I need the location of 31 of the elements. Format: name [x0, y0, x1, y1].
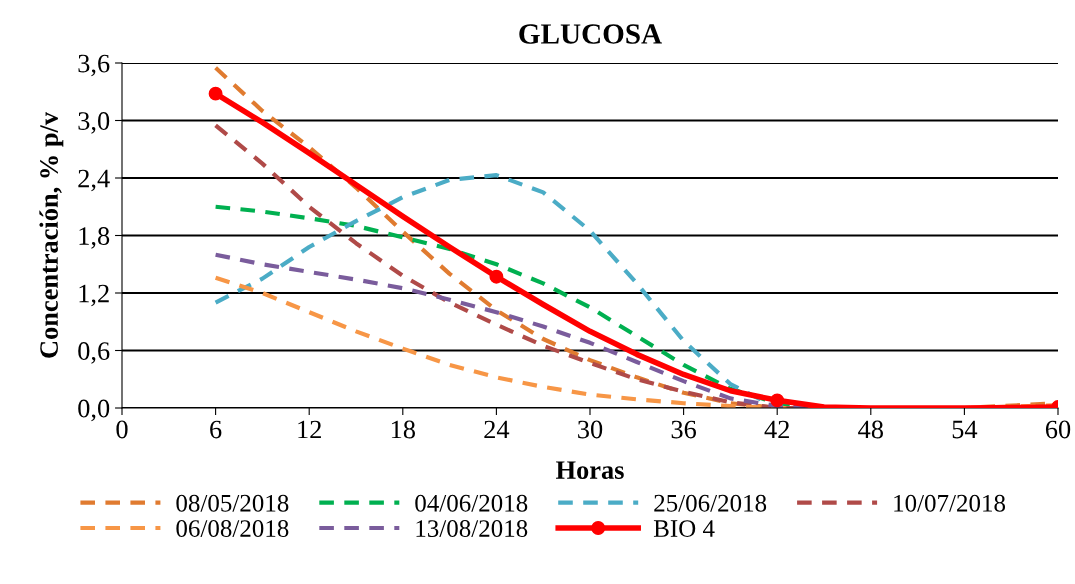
y-tick-label: 0,0: [78, 399, 110, 422]
y-axis-title: Concentración, % p/v: [39, 111, 64, 358]
legend-label: 10/07/2018: [894, 494, 1006, 512]
y-tick-label: 1,2: [79, 284, 109, 307]
x-tick-label: 30: [578, 420, 603, 439]
x-tick-label: 60: [1045, 420, 1071, 439]
legend-label: 25/06/2018: [654, 494, 767, 512]
x-tick-label: 24: [484, 420, 510, 439]
x-tick-label: 6: [210, 420, 222, 439]
x-tick-label: 54: [952, 420, 978, 439]
x-tick-label: 12: [298, 420, 321, 439]
x-tick-label: 18: [391, 420, 415, 439]
x-axis-title: Horas: [556, 461, 624, 479]
point: [208, 86, 223, 101]
y-tick-label: 0,6: [78, 342, 110, 364]
x-tick-label: 42: [764, 420, 789, 439]
point: [770, 393, 785, 408]
y-tick-label: 3,0: [78, 112, 110, 134]
legend-label: 08/05/2018: [176, 494, 289, 512]
point: [489, 269, 504, 284]
legend-label: 13/08/2018: [416, 520, 528, 537]
x-tick-label: 36: [671, 420, 697, 439]
y-tick-label: 1,8: [79, 227, 110, 249]
legend-label: 04/06/2018: [415, 494, 528, 512]
legend-label: BIO 4: [653, 520, 715, 537]
y-tick-label: 2,4: [78, 169, 110, 192]
x-tick-label: 0: [116, 420, 128, 439]
y-tick-label: 3,6: [78, 54, 110, 77]
chart-title: GLUCOSA: [519, 24, 662, 44]
legend-label: 06/08/2018: [176, 520, 289, 537]
x-tick-label: 48: [858, 420, 883, 439]
